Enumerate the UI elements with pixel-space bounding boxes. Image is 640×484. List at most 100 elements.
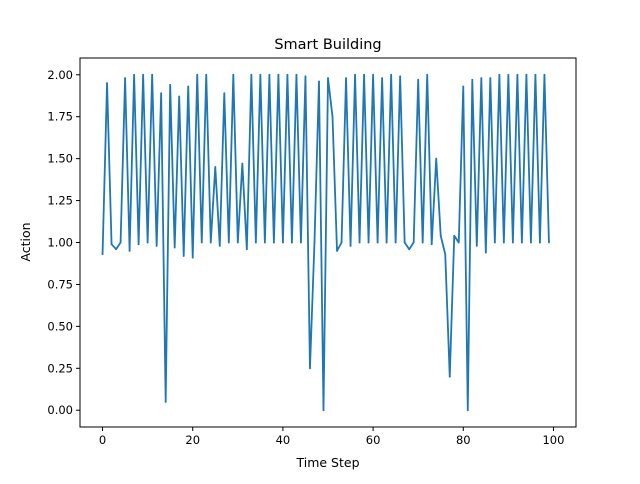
data-point <box>160 92 163 95</box>
data-point <box>218 244 221 247</box>
data-point <box>155 244 158 247</box>
data-point <box>133 73 136 76</box>
data-point <box>453 234 456 237</box>
x-axis-label: Time Step <box>295 455 359 470</box>
data-point <box>539 241 541 244</box>
data-point <box>196 73 199 76</box>
data-point <box>178 95 181 98</box>
y-axis-label: Action <box>18 222 33 261</box>
y-tick-label: 1.25 <box>47 194 73 208</box>
y-tick-label: 1.50 <box>47 152 73 166</box>
data-point <box>110 243 113 246</box>
data-point <box>421 241 424 244</box>
data-point <box>457 241 460 244</box>
data-point <box>507 73 510 76</box>
data-point <box>151 73 154 76</box>
data-point <box>399 75 402 78</box>
data-point <box>309 367 311 370</box>
y-tick-label: 1.00 <box>47 236 73 250</box>
data-point <box>173 246 176 249</box>
data-point <box>254 241 257 244</box>
data-point <box>115 248 117 251</box>
data-point <box>493 241 496 244</box>
data-point <box>282 241 284 244</box>
y-tick-label: 1.75 <box>47 110 73 124</box>
y-tick-label: 0.75 <box>47 277 73 291</box>
data-point <box>313 241 316 244</box>
data-point <box>412 241 415 244</box>
data-point <box>426 73 429 76</box>
data-point <box>448 375 451 378</box>
data-point <box>534 73 537 76</box>
data-point <box>358 241 361 244</box>
data-point <box>520 241 523 244</box>
data-point <box>291 241 293 244</box>
y-axis-ticks: 0.00 0.25 0.50 0.75 1.00 1.25 1.50 1.75 2.00 <box>47 68 80 417</box>
data-point <box>376 241 379 244</box>
x-tick-label: 20 <box>185 433 200 447</box>
x-tick-label: 60 <box>366 433 381 447</box>
data-point <box>390 73 393 76</box>
data-point <box>106 82 108 85</box>
x-axis-ticks: 0 20 40 60 80 100 <box>99 427 564 447</box>
data-point <box>525 73 528 76</box>
x-tick-label: 100 <box>542 433 564 447</box>
data-point <box>367 241 370 244</box>
data-point <box>430 243 433 246</box>
data-point <box>119 241 122 244</box>
data-point <box>403 241 406 244</box>
data-point <box>417 78 420 81</box>
data-point <box>489 77 492 80</box>
data-point <box>363 73 365 76</box>
data-point <box>498 73 501 76</box>
data-point <box>205 73 208 76</box>
data-point <box>214 166 217 168</box>
data-point <box>187 85 190 88</box>
data-point <box>543 73 546 76</box>
data-point <box>471 78 474 81</box>
data-point <box>182 255 185 257</box>
y-tick-label: 0.50 <box>47 319 73 333</box>
data-point <box>349 244 352 247</box>
data-point <box>318 80 320 83</box>
data-point <box>381 77 384 80</box>
data-point <box>209 241 212 244</box>
data-point <box>277 73 280 76</box>
data-point <box>245 248 248 251</box>
series-layer <box>101 73 550 412</box>
data-point <box>169 83 172 86</box>
data-point <box>263 241 266 244</box>
chart-title: Smart Building <box>274 37 381 53</box>
data-point <box>548 241 550 244</box>
series-line <box>101 73 550 412</box>
y-tick-label: 2.00 <box>47 68 73 82</box>
data-point <box>304 75 307 78</box>
data-point <box>272 241 275 244</box>
data-point <box>191 256 194 259</box>
data-point <box>475 244 478 247</box>
x-tick-label: 40 <box>276 433 291 447</box>
data-point <box>227 241 230 244</box>
data-point <box>345 77 347 80</box>
data-point <box>223 92 226 95</box>
data-point <box>516 73 519 76</box>
data-point <box>466 409 469 412</box>
data-point <box>340 241 343 244</box>
data-point <box>331 115 334 118</box>
data-point <box>372 73 374 76</box>
data-point <box>385 241 388 244</box>
data-point <box>484 251 487 254</box>
data-point <box>300 241 302 244</box>
data-point <box>408 248 411 251</box>
x-tick-label: 0 <box>99 433 106 447</box>
plot-area-frame <box>79 57 577 428</box>
data-point <box>322 409 325 412</box>
data-point <box>200 241 203 244</box>
data-point <box>480 77 483 80</box>
data-point <box>444 253 447 256</box>
data-point <box>354 73 356 76</box>
data-point <box>530 241 532 244</box>
data-point <box>435 157 438 160</box>
